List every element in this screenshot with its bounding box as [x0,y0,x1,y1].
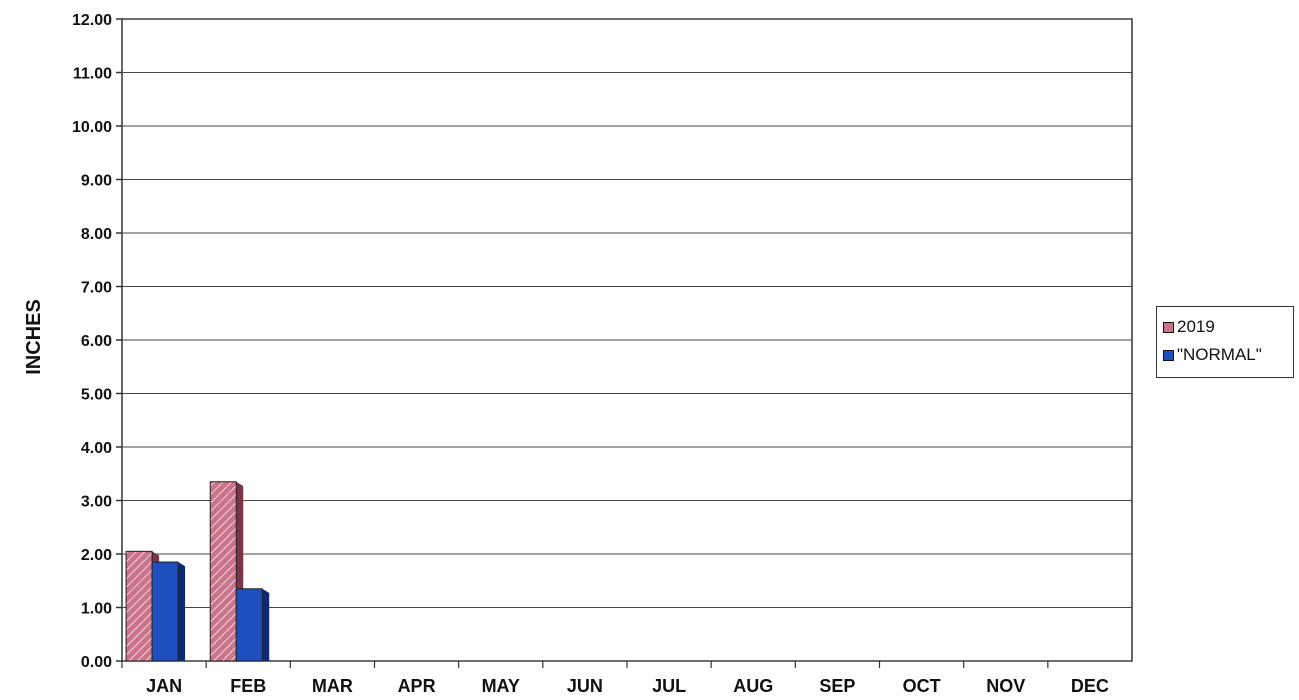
x-tick-label: AUG [733,676,773,696]
x-tick-label: JUL [652,676,686,696]
bar-side-normal [262,588,270,661]
x-tick-label: MAY [482,676,520,696]
x-tick-labels: JAN FEB MAR APR MAY JUN JUL AUG SEP OCT NOV DEC [146,676,1109,696]
bars [125,481,270,662]
y-tick-label: 7.00 [81,280,112,297]
x-tick-label: APR [398,676,436,696]
y-axis-label: INCHES [23,299,45,375]
legend-swatch-normal [1163,349,1174,361]
y-tick-label: 8.00 [81,226,112,243]
x-tick-label: OCT [903,676,941,696]
legend-label-2019: 2019 [1177,317,1215,336]
y-tick-label: 4.00 [81,440,112,457]
x-tick-label: JAN [146,676,182,696]
x-tick-label: DEC [1071,676,1109,696]
y-tick-labels: 0.00 1.00 2.00 3.00 4.00 5.00 6.00 7.00 8.00 9.00… [72,12,112,671]
y-tick-label: 3.00 [81,494,112,511]
bar-normal-feb [235,588,263,662]
legend-item-normal: "NORMAL" [1163,341,1287,369]
x-tick-label: FEB [230,676,266,696]
y-tick-label: 9.00 [81,173,112,190]
legend-label-normal: "NORMAL" [1177,345,1262,364]
x-tick-label: NOV [986,676,1025,696]
y-tick-label: 1.00 [81,601,112,618]
y-tick-label: 0.00 [81,654,112,671]
bar-2019-jan [125,550,153,662]
x-tick-label: JUN [567,676,603,696]
y-tick-label: 11.00 [73,66,112,83]
gridlines [116,18,1133,668]
bar-normal-jan [151,561,179,662]
x-tick-label: SEP [819,676,855,696]
y-tick-label: 12.00 [72,12,112,29]
legend-item-2019: 2019 [1163,313,1287,341]
bar-2019-feb [209,481,237,662]
y-tick-label: 10.00 [72,119,112,136]
y-tick-label: 5.00 [81,387,112,404]
bar-side-normal [178,562,186,661]
y-tick-label: 2.00 [81,547,112,564]
legend: 2019 "NORMAL" [1156,306,1294,378]
legend-swatch-2019 [1163,321,1174,333]
y-tick-label: 6.00 [81,333,112,350]
x-tick-label: MAR [312,676,353,696]
